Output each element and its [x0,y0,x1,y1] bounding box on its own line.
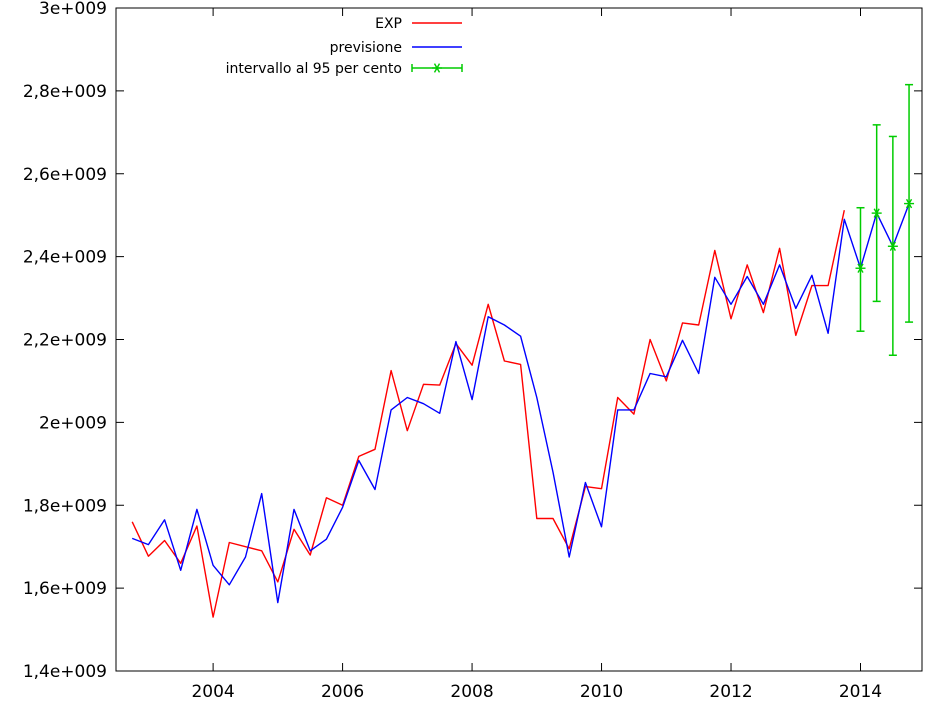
errorbar [871,124,882,303]
y-tick-label: 1,6e+009 [23,579,107,599]
x-tick-label: 2006 [321,682,364,702]
legend-label: previsione [330,40,402,56]
point-star-stroke [873,208,880,218]
point-star-stroke [889,241,896,251]
errorbar [887,135,898,356]
legend-item: EXP [375,16,462,32]
series-layer [131,83,915,618]
y-tick-label: 2,2e+009 [23,331,107,351]
legend-item: previsione [330,40,462,56]
x-tick-label: 2008 [450,682,493,702]
errorbar [855,206,866,332]
y-axis: 1,4e+009 1,6e+009 1,8e+009 2e+009 2,2e+009 2,… [23,0,922,682]
series-line [131,210,845,618]
legend-label: intervallo al 95 per cento [226,61,402,77]
point-star-stroke [857,263,864,273]
legend: EXP previsione intervallo al 95 per cento [226,16,463,77]
point-star-stroke [905,198,913,209]
y-tick-label: 2e+009 [39,413,107,433]
x-tick-label: 2014 [839,682,882,702]
y-tick-label: 1,4e+009 [23,662,107,682]
errorbar [904,83,915,323]
legend-label: EXP [375,16,402,32]
series-1 [131,203,910,604]
y-tick-label: 2,8e+009 [23,82,107,102]
x-tick-label: 2004 [191,682,234,702]
y-tick-label: 2,4e+009 [23,248,107,268]
y-tick-label: 1,8e+009 [23,496,107,516]
legend-item: intervallo al 95 per cento [226,61,463,77]
series-line [131,203,910,604]
series-2 [855,83,915,356]
x-axis: 2004 2006 2008 2010 2012 2014 [191,8,882,702]
y-tick-label: 3e+009 [39,0,107,19]
x-tick-label: 2012 [709,682,752,702]
x-tick-label: 2010 [580,682,623,702]
point-star-stroke [433,63,441,73]
y-tick-label: 2,6e+009 [23,165,107,185]
series-0 [131,210,845,618]
